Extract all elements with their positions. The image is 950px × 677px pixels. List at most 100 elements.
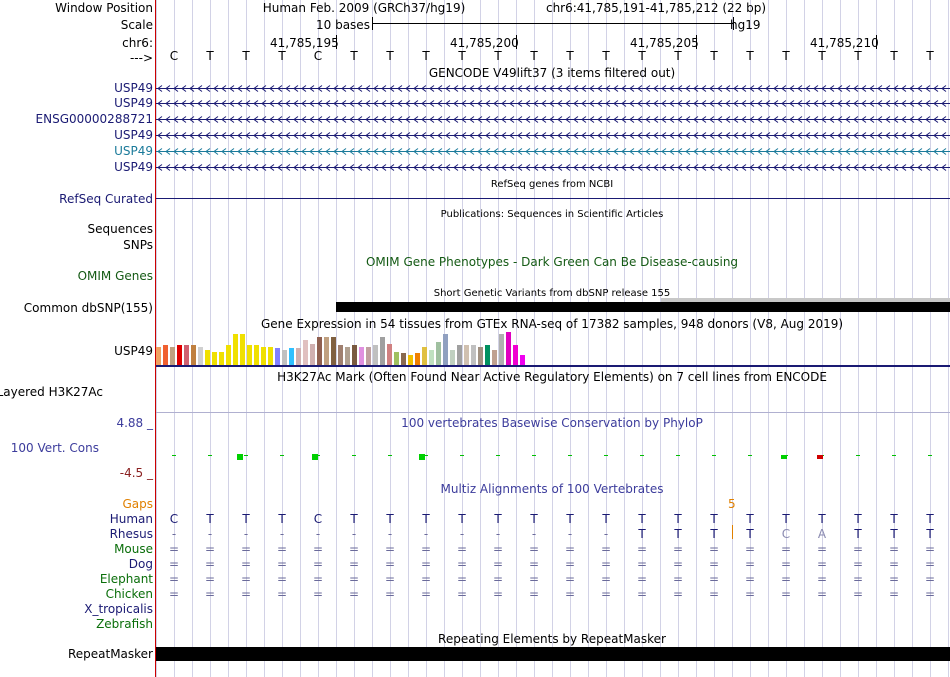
- aligned-base: =: [276, 557, 288, 571]
- gtex-bar[interactable]: [289, 348, 294, 365]
- aligned-base: -: [387, 527, 393, 541]
- cons-score-mark: [604, 455, 608, 456]
- h3k27ac-track-label[interactable]: Layered H3K27Ac: [0, 385, 103, 399]
- gtex-bar[interactable]: [184, 345, 189, 365]
- species-label-human[interactable]: Human: [109, 512, 153, 526]
- gencode-item-label[interactable]: USP49: [114, 81, 153, 95]
- gencode-transcript[interactable]: [156, 115, 950, 124]
- gtex-bar[interactable]: [359, 347, 364, 365]
- refseq-gene-line[interactable]: [156, 198, 950, 199]
- species-label-chicken[interactable]: Chicken: [105, 587, 153, 601]
- gtex-bar[interactable]: [275, 348, 280, 365]
- gtex-bar[interactable]: [191, 345, 196, 365]
- gencode-item-label[interactable]: USP49: [114, 128, 153, 142]
- species-label-elephant[interactable]: Elephant: [99, 572, 153, 586]
- track-data-area[interactable]: Human Feb. 2009 (GRCh37/hg19) chr6:41,78…: [156, 0, 950, 677]
- gtex-bar[interactable]: [366, 347, 371, 365]
- gtex-bar[interactable]: [261, 347, 266, 365]
- gtex-bar[interactable]: [205, 350, 210, 365]
- gtex-bar[interactable]: [408, 355, 413, 365]
- tick-mark: [336, 35, 337, 49]
- gtex-bar[interactable]: [324, 337, 329, 365]
- gencode-item-label[interactable]: USP49: [114, 144, 153, 158]
- species-label-mouse[interactable]: Mouse: [114, 542, 153, 556]
- cons-track-label[interactable]: 100 Vert. Cons: [10, 441, 99, 455]
- gtex-bar[interactable]: [219, 352, 224, 365]
- gtex-bar[interactable]: [464, 345, 469, 365]
- gtex-track-label[interactable]: USP49: [114, 344, 153, 358]
- gtex-bar[interactable]: [478, 347, 483, 365]
- gtex-bar[interactable]: [247, 345, 252, 365]
- gencode-item-label[interactable]: ENSG00000288721: [35, 112, 153, 126]
- aligned-base: =: [744, 572, 756, 586]
- gtex-bar[interactable]: [226, 345, 231, 365]
- gencode-transcript[interactable]: [156, 131, 950, 140]
- gtex-bar[interactable]: [163, 345, 168, 365]
- gtex-bar[interactable]: [380, 337, 385, 365]
- gtex-bar[interactable]: [317, 337, 322, 365]
- gtex-bar[interactable]: [310, 344, 315, 365]
- publications-track-label[interactable]: Sequences: [87, 222, 153, 236]
- dbsnp-variant-block-light[interactable]: [661, 298, 950, 302]
- gtex-bar[interactable]: [415, 353, 420, 365]
- gencode-item-label[interactable]: USP49: [114, 160, 153, 174]
- gtex-bar[interactable]: [499, 334, 504, 365]
- repeatmasker-track-label[interactable]: RepeatMasker: [67, 647, 153, 661]
- gtex-bar[interactable]: [485, 345, 490, 365]
- aligned-base: =: [564, 587, 576, 601]
- aligned-base: =: [672, 572, 684, 586]
- gridline: [372, 0, 373, 677]
- gtex-bar[interactable]: [520, 355, 525, 365]
- gtex-bar[interactable]: [457, 345, 462, 365]
- gtex-bar[interactable]: [436, 342, 441, 365]
- gtex-bar[interactable]: [352, 345, 357, 365]
- species-label-xtropicalis[interactable]: X_tropicalis: [84, 602, 153, 616]
- gtex-bar[interactable]: [450, 350, 455, 365]
- gtex-bar[interactable]: [387, 344, 392, 365]
- gtex-bar[interactable]: [401, 353, 406, 365]
- gtex-bar[interactable]: [506, 332, 511, 365]
- gtex-bar[interactable]: [254, 345, 259, 365]
- dbsnp-variant-block[interactable]: [336, 302, 950, 312]
- gtex-bar[interactable]: [345, 347, 350, 365]
- aligned-base: =: [924, 557, 936, 571]
- gridline: [534, 0, 535, 677]
- gtex-bar[interactable]: [212, 352, 217, 365]
- gtex-bar[interactable]: [177, 345, 182, 365]
- dbsnp-track-label[interactable]: Common dbSNP(155): [23, 301, 153, 315]
- gtex-bar-chart[interactable]: [156, 332, 556, 365]
- gencode-transcript[interactable]: [156, 163, 950, 172]
- repeatmasker-block[interactable]: [156, 647, 950, 661]
- gtex-bar[interactable]: [240, 334, 245, 365]
- gtex-bar[interactable]: [303, 340, 308, 365]
- gtex-bar[interactable]: [268, 347, 273, 365]
- gtex-bar[interactable]: [282, 350, 287, 365]
- gtex-bar[interactable]: [513, 345, 518, 365]
- gtex-bar[interactable]: [233, 334, 238, 365]
- gencode-item-label[interactable]: USP49: [114, 96, 153, 110]
- gencode-transcript[interactable]: [156, 99, 950, 108]
- gtex-bar[interactable]: [156, 347, 161, 365]
- scale-bar-end: [733, 17, 734, 30]
- gtex-bar[interactable]: [170, 347, 175, 365]
- species-label-zebrafish[interactable]: Zebrafish: [96, 617, 153, 631]
- gtex-bar[interactable]: [338, 345, 343, 365]
- species-label-dog[interactable]: Dog: [128, 557, 153, 571]
- refseq-track-label[interactable]: RefSeq Curated: [59, 192, 153, 206]
- gtex-bar[interactable]: [471, 345, 476, 365]
- gtex-bar[interactable]: [373, 345, 378, 365]
- gtex-bar[interactable]: [443, 334, 448, 365]
- gtex-bar[interactable]: [296, 348, 301, 365]
- gtex-bar[interactable]: [492, 350, 497, 365]
- gtex-bar[interactable]: [394, 352, 399, 365]
- gtex-bar[interactable]: [331, 337, 336, 365]
- omim-track-label[interactable]: OMIM Genes: [77, 269, 153, 283]
- aligned-base: =: [420, 542, 432, 556]
- gencode-transcript[interactable]: [156, 147, 950, 156]
- snps-track-label[interactable]: SNPs: [123, 238, 153, 252]
- gtex-bar[interactable]: [422, 347, 427, 365]
- gencode-transcript[interactable]: [156, 84, 950, 93]
- gtex-bar[interactable]: [198, 347, 203, 365]
- gtex-bar[interactable]: [429, 350, 434, 365]
- species-label-rhesus[interactable]: Rhesus: [109, 527, 153, 541]
